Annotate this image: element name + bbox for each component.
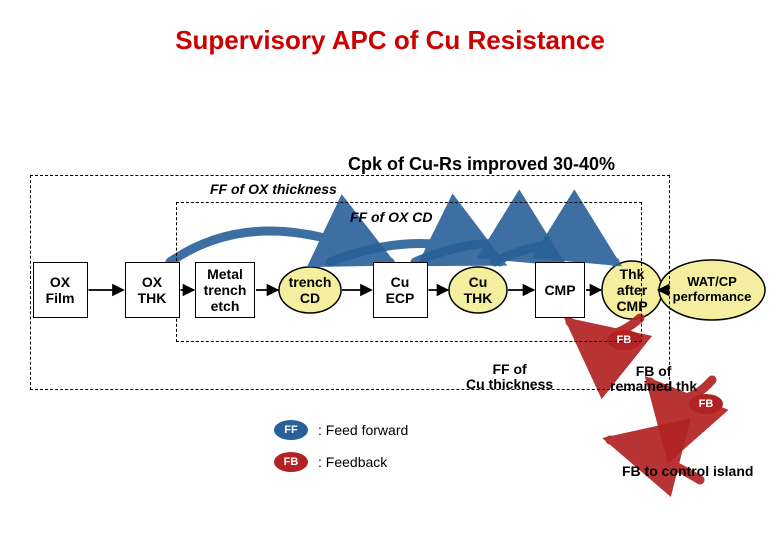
annotation-2: FB to control island [622,464,753,479]
node-cmp: CMP [535,262,585,318]
legend-row-ff: FF : Feed forward [274,420,408,440]
fb-tag-0: FB [607,330,641,350]
subtitle: Cpk of Cu-Rs improved 30-40% [348,154,615,175]
node-ox-thk: OXTHK [125,262,180,318]
title-text: Supervisory APC of Cu Resistance [175,25,605,55]
node-cu-ecp: CuECP [373,262,428,318]
node-ox-film: OXFilm [33,262,88,318]
ff-label-1: FF of OX CD [350,209,432,225]
node-cu-thk: CuTHK [449,267,507,313]
node-trench-cd: trenchCD [279,267,341,313]
node-thk-after: ThkafterCMP [602,261,662,319]
node-metal: Metaltrenchetch [195,262,255,318]
node-watcp: WAT/CPperformance [659,260,765,320]
legend-icon-ff: FF [274,420,308,440]
legend-row-fb: FB : Feedback [274,452,387,472]
fb-tag-1: FB [689,394,723,414]
legend-text-fb: : Feedback [318,454,387,470]
annotation-0: FF ofCu thickness [466,362,553,393]
page-title: Supervisory APC of Cu Resistance [0,25,780,56]
legend-text-ff: : Feed forward [318,422,408,438]
legend-icon-fb: FB [274,452,308,472]
subtitle-text: Cpk of Cu-Rs improved 30-40% [348,154,615,174]
annotation-1: FB ofremained thk [610,364,697,395]
ff-label-0: FF of OX thickness [210,181,337,197]
